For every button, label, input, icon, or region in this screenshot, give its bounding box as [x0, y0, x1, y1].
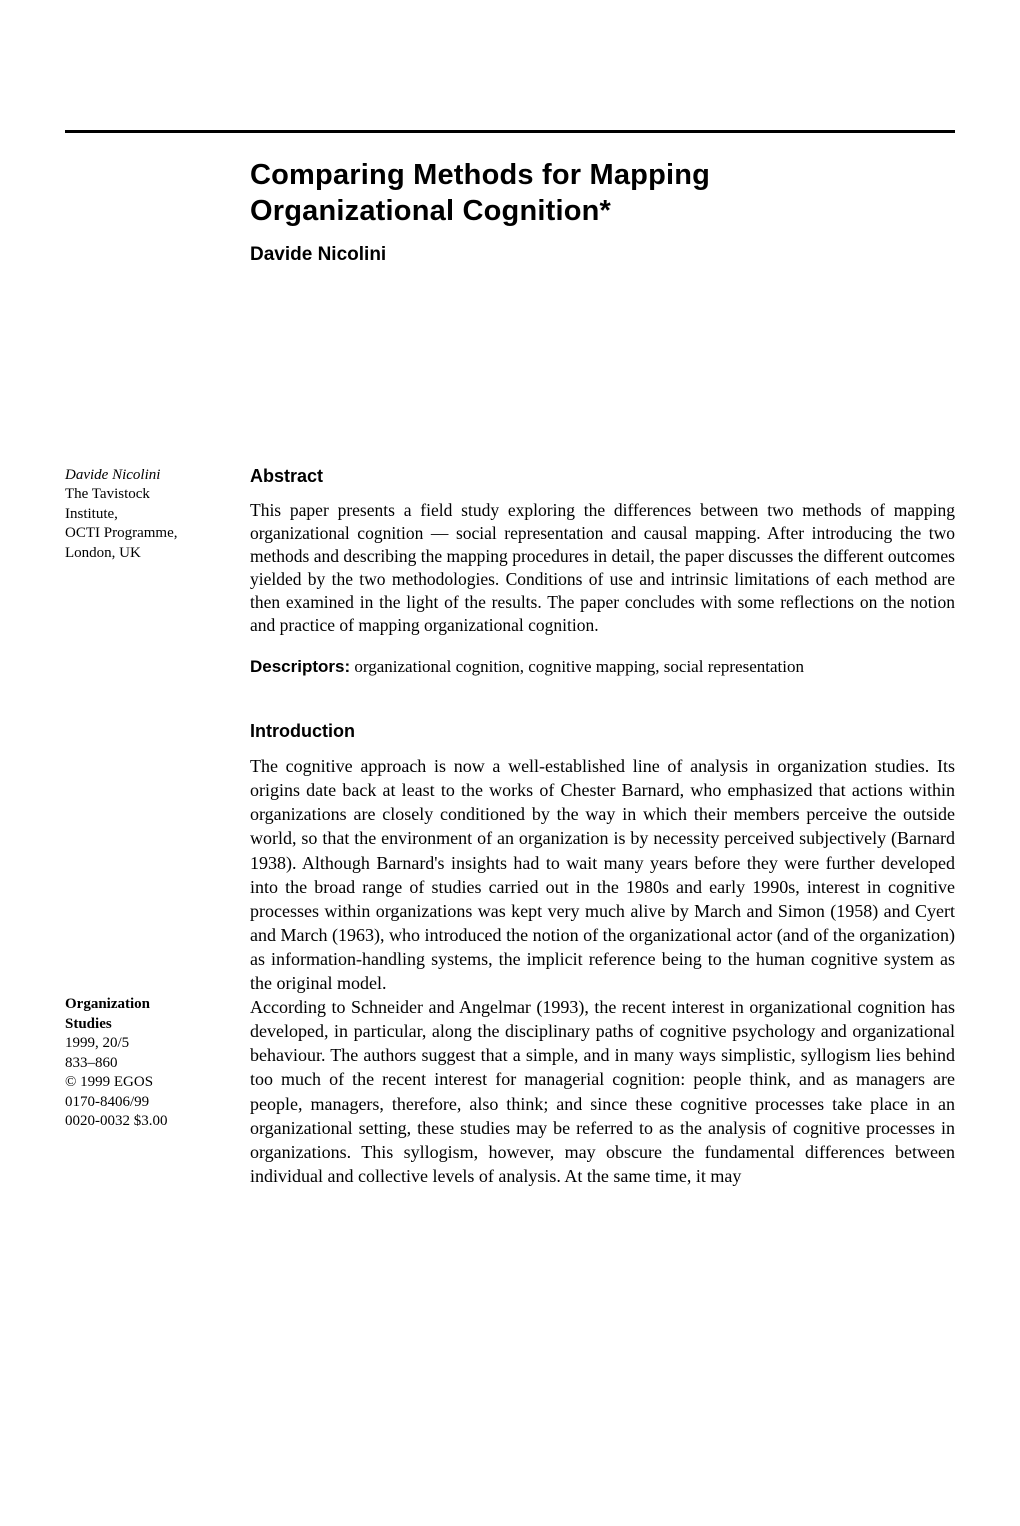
descriptors-text: organizational cognition, cognitive mapp… [350, 657, 804, 676]
descriptors-line: Descriptors: organizational cognition, c… [250, 657, 955, 677]
publication-info: Organization Studies 1999, 20/5 833–860 … [65, 995, 250, 1188]
pub-code-price: 0020-0032 $3.00 [65, 1112, 230, 1132]
intro-para-1: The cognitive approach is now a well-est… [250, 754, 955, 995]
abstract-text: This paper presents a field study explor… [250, 499, 955, 638]
article-title-line1: Comparing Methods for Mapping [250, 157, 955, 193]
intro-para-2: According to Schneider and Angelmar (199… [250, 995, 955, 1188]
pub-issn: 0170-8406/99 [65, 1093, 230, 1113]
pub-copyright: © 1999 EGOS [65, 1073, 230, 1093]
pub-pages: 833–860 [65, 1054, 230, 1074]
affil-inst-line1: The Tavistock [65, 485, 230, 505]
introduction-heading: Introduction [250, 721, 955, 742]
article-header: Comparing Methods for Mapping Organizati… [250, 157, 955, 266]
main-content-area: Davide Nicolini The Tavistock Institute,… [65, 466, 955, 996]
intro-continuation-column: According to Schneider and Angelmar (199… [250, 995, 955, 1188]
affil-author: Davide Nicolini [65, 466, 230, 486]
journal-name-line1: Organization [65, 995, 230, 1015]
pub-year-vol: 1999, 20/5 [65, 1034, 230, 1054]
top-horizontal-rule [65, 130, 955, 133]
footer-area: Organization Studies 1999, 20/5 833–860 … [65, 995, 955, 1188]
sidebar-column: Davide Nicolini The Tavistock Institute,… [65, 466, 250, 996]
affil-inst-line4: London, UK [65, 544, 230, 564]
author-affiliation: Davide Nicolini The Tavistock Institute,… [65, 466, 230, 564]
body-column: Abstract This paper presents a field stu… [250, 466, 955, 996]
descriptors-label: Descriptors: [250, 657, 350, 676]
abstract-heading: Abstract [250, 466, 955, 487]
article-author: Davide Nicolini [250, 244, 955, 266]
journal-name-line2: Studies [65, 1015, 230, 1035]
article-title-line2: Organizational Cognition* [250, 193, 955, 229]
affil-inst-line2: Institute, [65, 505, 230, 525]
affil-inst-line3: OCTI Programme, [65, 524, 230, 544]
